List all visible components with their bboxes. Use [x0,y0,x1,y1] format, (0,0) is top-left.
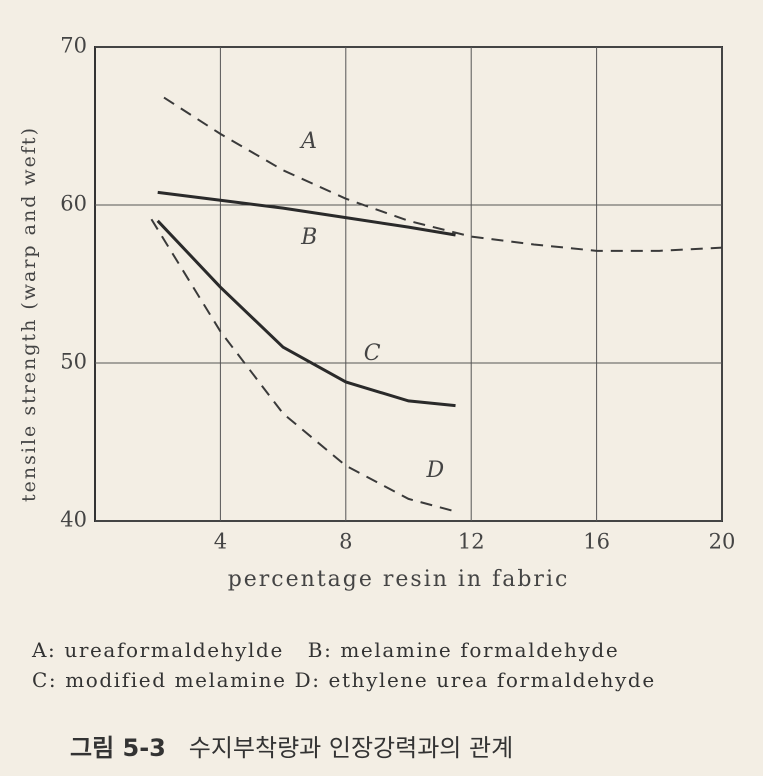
series-label: D [426,458,445,483]
chart: 40 50 60 70 4 8 12 16 20 percentage resin in fabr… [18,34,736,593]
caption-text: 수지부착량과 인장강력과의 관계 [188,734,514,762]
x-axis-label: percentage resin in fabric [228,567,570,592]
series-line [163,96,723,252]
x-tick-label: 20 [709,530,736,554]
series-line [156,219,456,408]
x-tick-label: 8 [339,530,352,554]
y-tick-label: 60 [60,192,87,216]
y-tick-label: 40 [60,508,87,532]
y-axis-label: tensile strength (warp and weft) [18,126,40,502]
series-label: B [300,225,317,250]
x-tick-label: 16 [583,530,610,554]
legend-line: A: ureaformaldehylde B: melamine formald… [32,638,619,662]
series-line [157,190,456,237]
y-tick-label: 70 [60,34,87,58]
plot-frame [94,46,723,522]
series-line [150,218,456,513]
x-tick-label: 12 [458,530,485,554]
series-label: A [299,129,317,154]
legend-entry: C: modified melamine [32,668,287,692]
x-tick-label: 4 [214,530,227,554]
legend-line: C: modified melamine D: ethylene urea fo… [32,663,682,697]
series-label: C [364,341,381,366]
caption: 그림 5-3 수지부착량과 인장강력과의 관계 [70,728,513,763]
legend-entry: D: ethylene urea formaldehyde [294,668,656,692]
caption-number: 그림 5-3 [70,734,166,762]
legend-entry: A: ureaformaldehylde [32,638,284,662]
y-tick-label: 50 [60,350,87,374]
legend-entry: B: melamine formaldehyde [307,638,620,662]
